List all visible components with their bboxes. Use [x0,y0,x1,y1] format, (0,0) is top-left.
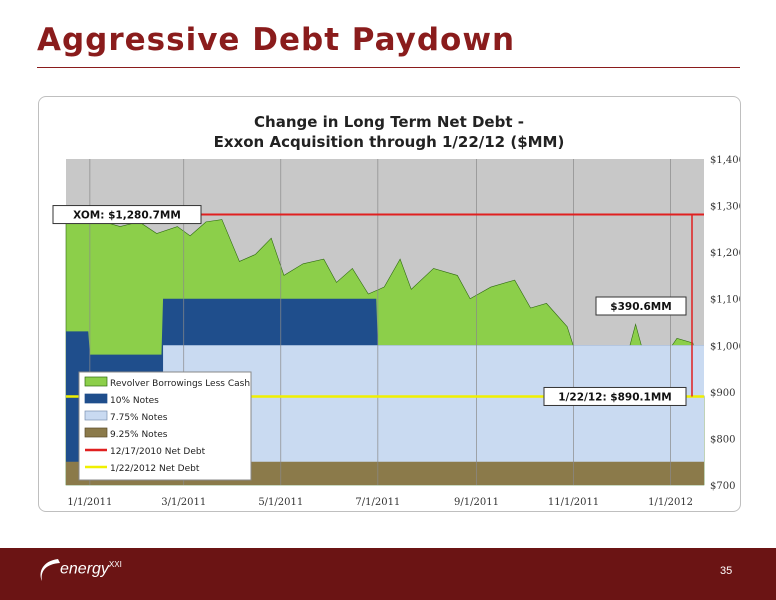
x-tick-label: 1/1/2012 [648,497,693,508]
legend-label: 1/22/2012 Net Debt [110,464,200,474]
annotation-debt-reduction: $390.6MM [610,301,671,313]
y-tick-label: $1,100 [710,295,740,306]
legend-swatch [84,427,108,438]
legend-swatch [84,410,108,421]
y-tick-label: $800 [710,434,735,445]
series-775pct-notes-area [163,345,704,485]
y-tick-label: $700 [710,481,735,492]
legend-box [78,371,252,481]
x-tick-label: 1/1/2011 [67,497,112,508]
legend-label: Revolver Borrowings Less Cash [110,379,250,389]
legend-label: 10% Notes [110,396,159,406]
chart-title-line: Change in Long Term Net Debt - [254,113,524,131]
y-tick-label: $1,200 [710,248,740,259]
x-tick-label: 5/1/2011 [258,497,303,508]
energy-logo-swoosh-icon [40,559,60,581]
chart-title-line: Exxon Acquisition through 1/22/12 ($MM) [214,133,565,151]
annotation-xom-net-debt: XOM: $1,280.7MM [73,210,181,222]
annotation-2012-net-debt-box [543,386,687,406]
legend-label: 7.75% Notes [110,413,168,423]
y-tick-label: $1,300 [710,202,740,213]
x-tick-label: 11/1/2011 [548,497,599,508]
annotation-debt-reduction-box [595,296,687,316]
footer-bar [0,548,776,600]
title-divider [37,67,740,68]
legend-label: 12/17/2010 Net Debt [110,447,206,457]
x-tick-label: 7/1/2011 [355,497,400,508]
legend-swatch [84,376,108,387]
legend-swatch [84,393,108,404]
annotation-xom-net-debt-box [52,205,202,225]
company-logo: energyXXI [60,560,122,578]
debt-chart: Change in Long Term Net Debt - Exxon Acqu… [52,113,740,508]
y-tick-label: $900 [710,388,735,399]
slide-title: Aggressive Debt Paydown [37,22,516,58]
y-tick-label: $1,000 [710,341,740,352]
chart-frame: Change in Long Term Net Debt - Exxon Acqu… [38,96,741,512]
annotation-2012-net-debt: 1/22/12: $890.1MM [558,391,671,403]
x-tick-label: 9/1/2011 [454,497,499,508]
page-number: 35 [720,565,733,577]
x-tick-label: 3/1/2011 [161,497,206,508]
legend-label: 9.25% Notes [110,430,168,440]
y-tick-label: $1,400 [710,155,740,166]
